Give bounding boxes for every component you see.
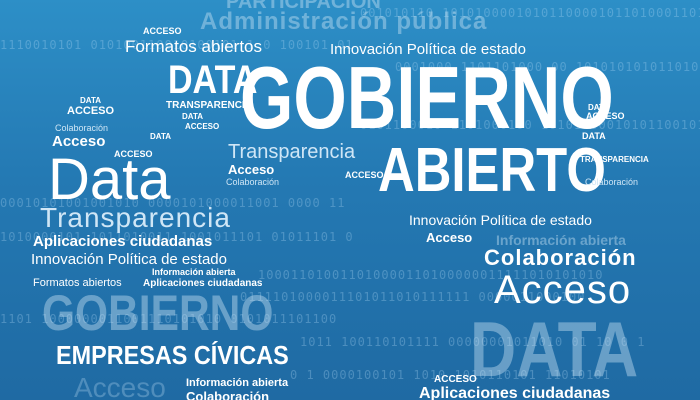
word-acceso-right: Acceso bbox=[426, 230, 473, 245]
word-informacion-abierta-2: Información abierta bbox=[186, 377, 289, 389]
word-acceso-tiny: ACCESO bbox=[114, 149, 153, 159]
word-formatos-abiertos: Formatos abiertos bbox=[125, 37, 262, 56]
word-data-tiny-left: DATA bbox=[150, 132, 172, 141]
word-transparencia-tiny-r: TRANSPARENCIA bbox=[580, 155, 649, 164]
binary-row: 0111101000011101011010111111 00000110001… bbox=[240, 290, 586, 304]
binary-row: 1011 100110101111 00000001011010 01 10 0… bbox=[300, 335, 646, 349]
word-gobierno-main: GOBIERNO bbox=[240, 48, 614, 147]
word-transparencia-big: Transparencia bbox=[40, 202, 231, 233]
word-informacion-right: Información abierta bbox=[496, 232, 626, 248]
binary-row: 00010101001001010 0000101000011001 0000 … bbox=[0, 196, 346, 210]
word-data-small: DATA bbox=[80, 96, 102, 105]
word-acceso-small-br: ACCESO bbox=[434, 374, 477, 385]
word-transparencia-small: TRANSPARENCIA bbox=[166, 100, 252, 111]
word-transparencia-mid: Transparencia bbox=[228, 141, 356, 163]
word-data-tiny-r2: DATA bbox=[582, 131, 606, 141]
word-colaboracion-mid: Colaboración bbox=[226, 177, 280, 187]
word-acceso-tiny-left: ACCESO bbox=[185, 122, 220, 131]
word-administracion: Administración pública bbox=[200, 8, 488, 35]
word-abierto-main: ABIERTO bbox=[378, 136, 606, 205]
word-data-ghost-right: DATA bbox=[470, 305, 639, 393]
word-aplicaciones-br: Aplicaciones ciudadanas bbox=[419, 385, 611, 400]
word-data-main: DATA bbox=[168, 58, 258, 102]
word-acceso-tiny-r: ACCESO bbox=[586, 111, 625, 121]
word-innovacion-left: Innovación Política de estado bbox=[31, 251, 227, 268]
word-informacion-abierta: Información abierta bbox=[152, 267, 236, 277]
word-empresas-civicas: EMPRESAS CÍVICAS bbox=[56, 340, 289, 370]
word-acceso: ACCESO bbox=[143, 26, 182, 36]
binary-row: 0101100010 1101000100 10101 000101011001… bbox=[360, 118, 700, 132]
word-colaboracion-bottom: Colaboración bbox=[186, 389, 270, 400]
word-innovacion: Innovación Política de estado bbox=[330, 41, 526, 58]
word-colaboracion-small: Colaboración bbox=[55, 123, 109, 133]
word-participacion: PARTICIPACIÓN bbox=[226, 0, 381, 13]
binary-row: 001010110 101010000101011000010110100011… bbox=[360, 6, 700, 20]
word-acceso-bottom: Acceso bbox=[74, 372, 166, 400]
binary-row: 1101 1000000011001110101010 010101110110… bbox=[0, 312, 338, 326]
word-aplicaciones-inline: Aplicaciones ciudadanas bbox=[143, 278, 263, 289]
word-acceso-mid2: Acceso bbox=[228, 162, 275, 177]
word-formatos-left: Formatos abiertos bbox=[33, 277, 122, 289]
word-acceso-mid: Acceso bbox=[52, 133, 106, 150]
binary-row: 0 1 0000100101 1010 1010110101 11010101 bbox=[290, 368, 611, 382]
word-acceso-big-right: Acceso bbox=[494, 268, 632, 312]
word-data-tiny-r1: DATA bbox=[588, 103, 610, 112]
binary-row: 1000110100110100001101000000111110101010… bbox=[258, 268, 604, 282]
word-acceso-tiny-mid: ACCESO bbox=[345, 170, 384, 180]
word-acceso-small: ACCESO bbox=[67, 105, 115, 117]
word-innovacion-right: Innovación Política de estado bbox=[409, 212, 592, 228]
binary-row: 0001000 1101101000 00 10101010101101000 … bbox=[395, 60, 700, 74]
word-gobierno-ghost: GOBIERNO bbox=[42, 285, 274, 341]
word-aplicaciones: Aplicaciones ciudadanas bbox=[33, 233, 213, 250]
binary-row: 1010000101 1011010011 1001011101 0101110… bbox=[0, 230, 354, 244]
word-colaboracion-tiny-r: Colaboración bbox=[585, 177, 639, 187]
word-data-big-left: Data bbox=[48, 147, 171, 212]
word-data-tiny: DATA bbox=[182, 112, 204, 121]
binary-row: 1110010101 010100110010100101 1 0 100101… bbox=[0, 38, 354, 52]
word-colaboracion-right: Colaboración bbox=[484, 245, 637, 270]
